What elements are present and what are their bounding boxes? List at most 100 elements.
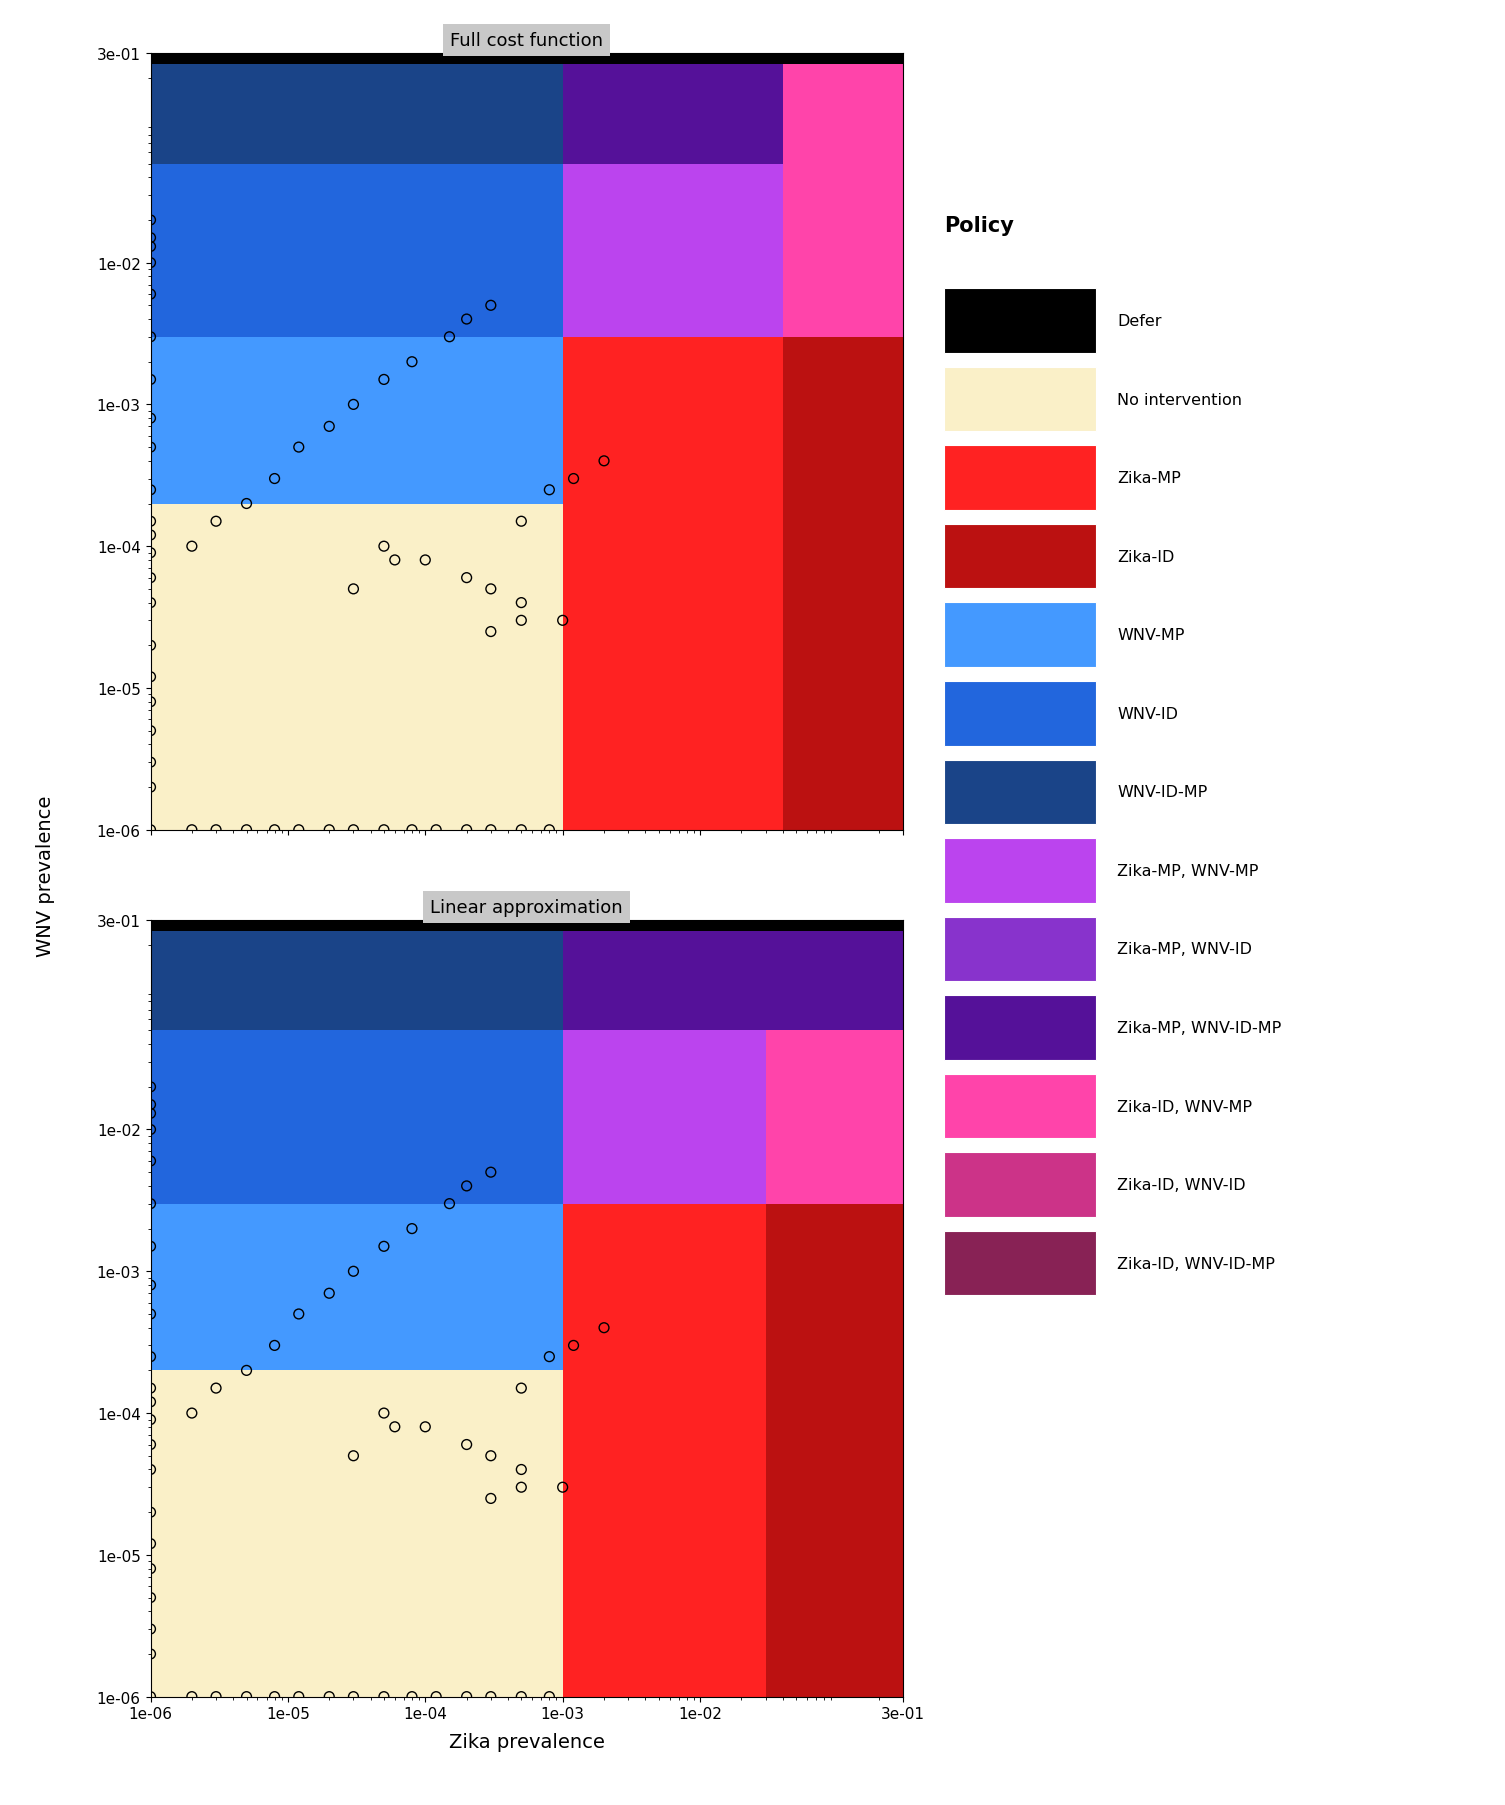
Point [342,816,366,845]
Point [318,1280,342,1309]
Point [138,404,163,433]
Point [537,477,561,505]
Point [372,366,396,395]
Point [179,532,203,561]
Bar [944,446,1096,511]
Bar [150,931,563,1031]
Point [138,632,163,661]
Point [138,1233,163,1262]
Bar [944,839,1096,902]
Point [400,816,424,845]
Bar [563,164,783,338]
Point [138,206,163,235]
Point [509,1455,533,1484]
Bar [944,996,1096,1060]
Point [138,1406,163,1435]
Point [138,563,163,592]
Bar [150,1204,563,1370]
Point [138,1099,163,1128]
Point [262,466,286,495]
Point [509,1682,533,1711]
Point [372,1233,396,1262]
Text: Zika-ID, WNV-ID-MP: Zika-ID, WNV-ID-MP [1117,1256,1275,1271]
Point [537,1343,561,1372]
Bar [150,54,903,65]
Title: Full cost function: Full cost function [450,32,604,51]
Point [342,576,366,605]
Point [138,323,163,352]
Point [138,749,163,778]
Point [342,1256,366,1285]
Point [455,1682,479,1711]
Bar [563,65,783,164]
Point [318,413,342,442]
Text: Policy: Policy [944,215,1014,236]
Point [537,816,561,845]
Text: Zika-MP, WNV-ID: Zika-MP, WNV-ID [1117,942,1252,957]
Point [382,1413,406,1442]
Point [138,1343,163,1372]
Text: WNV-ID: WNV-ID [1117,706,1178,722]
Point [455,305,479,334]
Bar [944,289,1096,354]
Text: WNV-ID-MP: WNV-ID-MP [1117,785,1207,800]
Point [138,540,163,569]
Point [138,816,163,845]
Bar [563,1031,766,1204]
Text: Zika-MP, WNV-ID-MP: Zika-MP, WNV-ID-MP [1117,1020,1282,1036]
Point [262,816,286,845]
Point [138,1554,163,1583]
Bar [783,65,903,338]
Point [262,1682,286,1711]
Bar [150,1370,563,1697]
Point [537,1682,561,1711]
Point [342,1442,366,1471]
Point [479,576,503,605]
Text: WNV-MP: WNV-MP [1117,628,1184,643]
Point [479,1484,503,1513]
Point [287,1300,312,1328]
Bar [944,368,1096,431]
Point [414,1413,438,1442]
Point [138,1090,163,1119]
Text: Zika-ID, WNV-MP: Zika-ID, WNV-MP [1117,1099,1252,1114]
Point [372,1682,396,1711]
Point [287,1682,312,1711]
Point [138,233,163,262]
Point [509,1374,533,1402]
Point [372,532,396,561]
Bar [944,1074,1096,1139]
Point [179,1399,203,1428]
Bar [766,1204,903,1697]
Bar [150,338,563,504]
Point [591,448,616,477]
Bar [944,603,1096,668]
Point [179,1682,203,1711]
Point [342,390,366,419]
Point [138,1430,163,1458]
Point [235,816,259,845]
Point [318,816,342,845]
Point [138,433,163,462]
Point [455,1430,479,1458]
Point [138,773,163,801]
Point [382,547,406,576]
Point [138,507,163,536]
Text: No intervention: No intervention [1117,392,1242,408]
Point [138,1639,163,1668]
Point [138,1529,163,1558]
Text: Zika-ID: Zika-ID [1117,549,1175,565]
Point [138,477,163,505]
Point [138,1583,163,1612]
Point [138,1498,163,1527]
Point [179,816,203,845]
Point [138,688,163,717]
Bar [944,1153,1096,1217]
Bar [563,1204,766,1697]
Point [455,563,479,592]
Point [138,1271,163,1300]
Point [509,1473,533,1502]
Bar [563,338,783,830]
X-axis label: Zika prevalence: Zika prevalence [448,1733,605,1751]
Bar [150,504,563,830]
